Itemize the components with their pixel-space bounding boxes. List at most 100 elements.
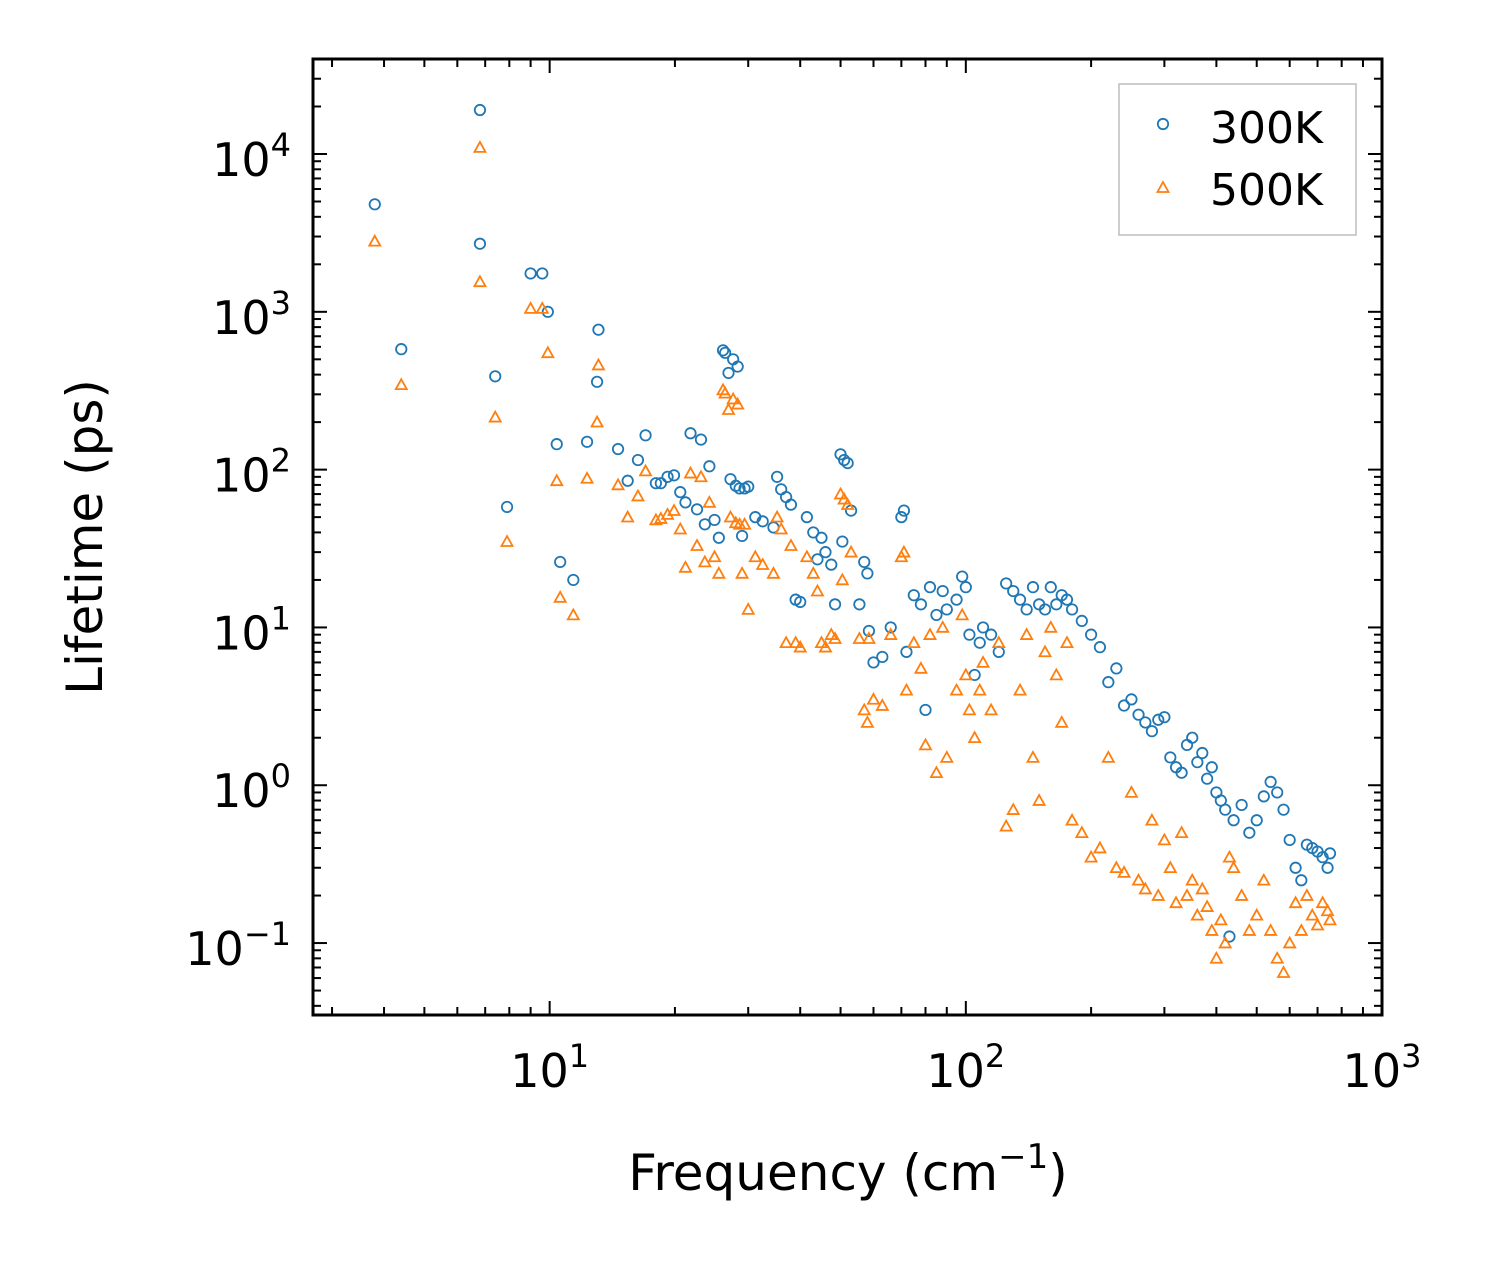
point-500k xyxy=(1163,860,1178,874)
point-500k xyxy=(913,661,928,674)
point-300k xyxy=(1191,756,1204,769)
x-axis-label-main: Frequency (cm xyxy=(628,1144,998,1202)
point-500k xyxy=(857,702,872,716)
point-300k xyxy=(698,518,711,531)
point-500k xyxy=(620,509,635,523)
point-500k xyxy=(683,465,698,479)
point-500k xyxy=(1074,825,1089,839)
x-tick-label: 103 xyxy=(1343,1037,1422,1098)
point-500k xyxy=(1117,865,1132,878)
point-500k xyxy=(793,639,808,653)
point-500k xyxy=(1131,872,1146,886)
x-axis-label: Frequency (cm−1) xyxy=(628,1137,1068,1202)
point-300k xyxy=(541,305,554,318)
point-300k xyxy=(923,581,937,594)
point-300k xyxy=(1223,930,1236,943)
point-300k xyxy=(1065,603,1079,616)
point-300k xyxy=(679,496,692,509)
legend-label-500k: 500K xyxy=(1210,165,1324,216)
point-300k xyxy=(742,480,755,493)
point-500k xyxy=(1310,917,1325,931)
point-300k xyxy=(819,546,832,559)
point-300k xyxy=(712,531,725,544)
point-300k xyxy=(1164,751,1177,764)
point-500k xyxy=(1169,895,1184,909)
point-500k xyxy=(835,572,850,586)
point-300k xyxy=(976,621,990,634)
point-500k xyxy=(1242,923,1257,936)
point-300k xyxy=(1175,766,1188,779)
point-500k xyxy=(693,469,709,483)
plot-frame xyxy=(311,57,1384,1017)
point-300k xyxy=(1093,641,1107,654)
point-500k xyxy=(955,607,970,621)
point-300k xyxy=(1013,593,1027,606)
point-300k xyxy=(611,442,625,456)
point-500k xyxy=(1200,899,1215,912)
legend: 300K 500K xyxy=(1118,83,1357,236)
point-500k xyxy=(673,521,688,535)
point-500k xyxy=(1234,888,1249,901)
y-tick-label-exponent: 0 xyxy=(271,757,291,795)
point-500k xyxy=(766,566,781,579)
x-tick-label-base: 10 xyxy=(1343,1044,1402,1098)
point-500k xyxy=(540,345,555,359)
point-300k xyxy=(550,438,563,451)
y-tick-label-exponent: 1 xyxy=(271,599,291,637)
point-500k xyxy=(590,414,605,428)
point-300k xyxy=(756,515,769,528)
point-500k xyxy=(1013,682,1028,696)
point-500k xyxy=(666,503,682,516)
point-500k xyxy=(929,765,944,779)
point-500k xyxy=(1032,793,1047,806)
x-tick-label: 101 xyxy=(510,1037,589,1098)
legend-label-300k: 300K xyxy=(1210,103,1324,154)
point-500k xyxy=(899,682,914,696)
point-300k xyxy=(936,584,949,598)
point-500k xyxy=(394,377,409,391)
point-500k xyxy=(1157,832,1172,846)
point-500k xyxy=(707,549,722,563)
point-500k xyxy=(1038,644,1053,658)
y-tick-label-exponent: 3 xyxy=(271,284,291,322)
point-300k xyxy=(794,595,807,609)
data-points xyxy=(367,103,1338,978)
x-tick-labels: 101 102 103 xyxy=(510,1037,1421,1098)
point-300k xyxy=(973,636,986,649)
point-500k xyxy=(1124,785,1139,798)
legend-frame xyxy=(1118,83,1357,236)
point-300k xyxy=(950,593,963,606)
point-500k xyxy=(1144,812,1159,826)
point-300k xyxy=(914,598,928,611)
point-500k xyxy=(1006,802,1021,815)
point-500k xyxy=(1019,627,1034,640)
point-300k xyxy=(1007,584,1020,598)
x-tick-label-exponent: 1 xyxy=(569,1037,589,1075)
point-500k xyxy=(1256,872,1271,886)
point-500k xyxy=(367,233,382,247)
point-300k xyxy=(876,650,889,664)
point-500k xyxy=(1270,950,1285,964)
point-300k xyxy=(1050,598,1063,611)
point-500k xyxy=(1151,888,1166,901)
point-300k xyxy=(1060,593,1074,606)
point-500k xyxy=(906,635,921,649)
point-300k xyxy=(984,628,998,641)
point-300k xyxy=(1117,699,1131,712)
point-500k xyxy=(828,631,843,644)
point-500k xyxy=(1065,812,1080,826)
point-300k xyxy=(731,360,744,373)
point-300k xyxy=(862,624,876,638)
point-300k xyxy=(694,433,708,446)
point-300k xyxy=(592,323,605,336)
point-300k xyxy=(1295,874,1308,887)
point-300k xyxy=(1102,676,1115,689)
point-300k xyxy=(963,628,976,641)
point-300k xyxy=(1020,603,1033,616)
point-300k xyxy=(784,498,798,511)
point-300k xyxy=(940,603,953,616)
point-300k xyxy=(1271,786,1284,799)
point-500k xyxy=(611,477,626,491)
